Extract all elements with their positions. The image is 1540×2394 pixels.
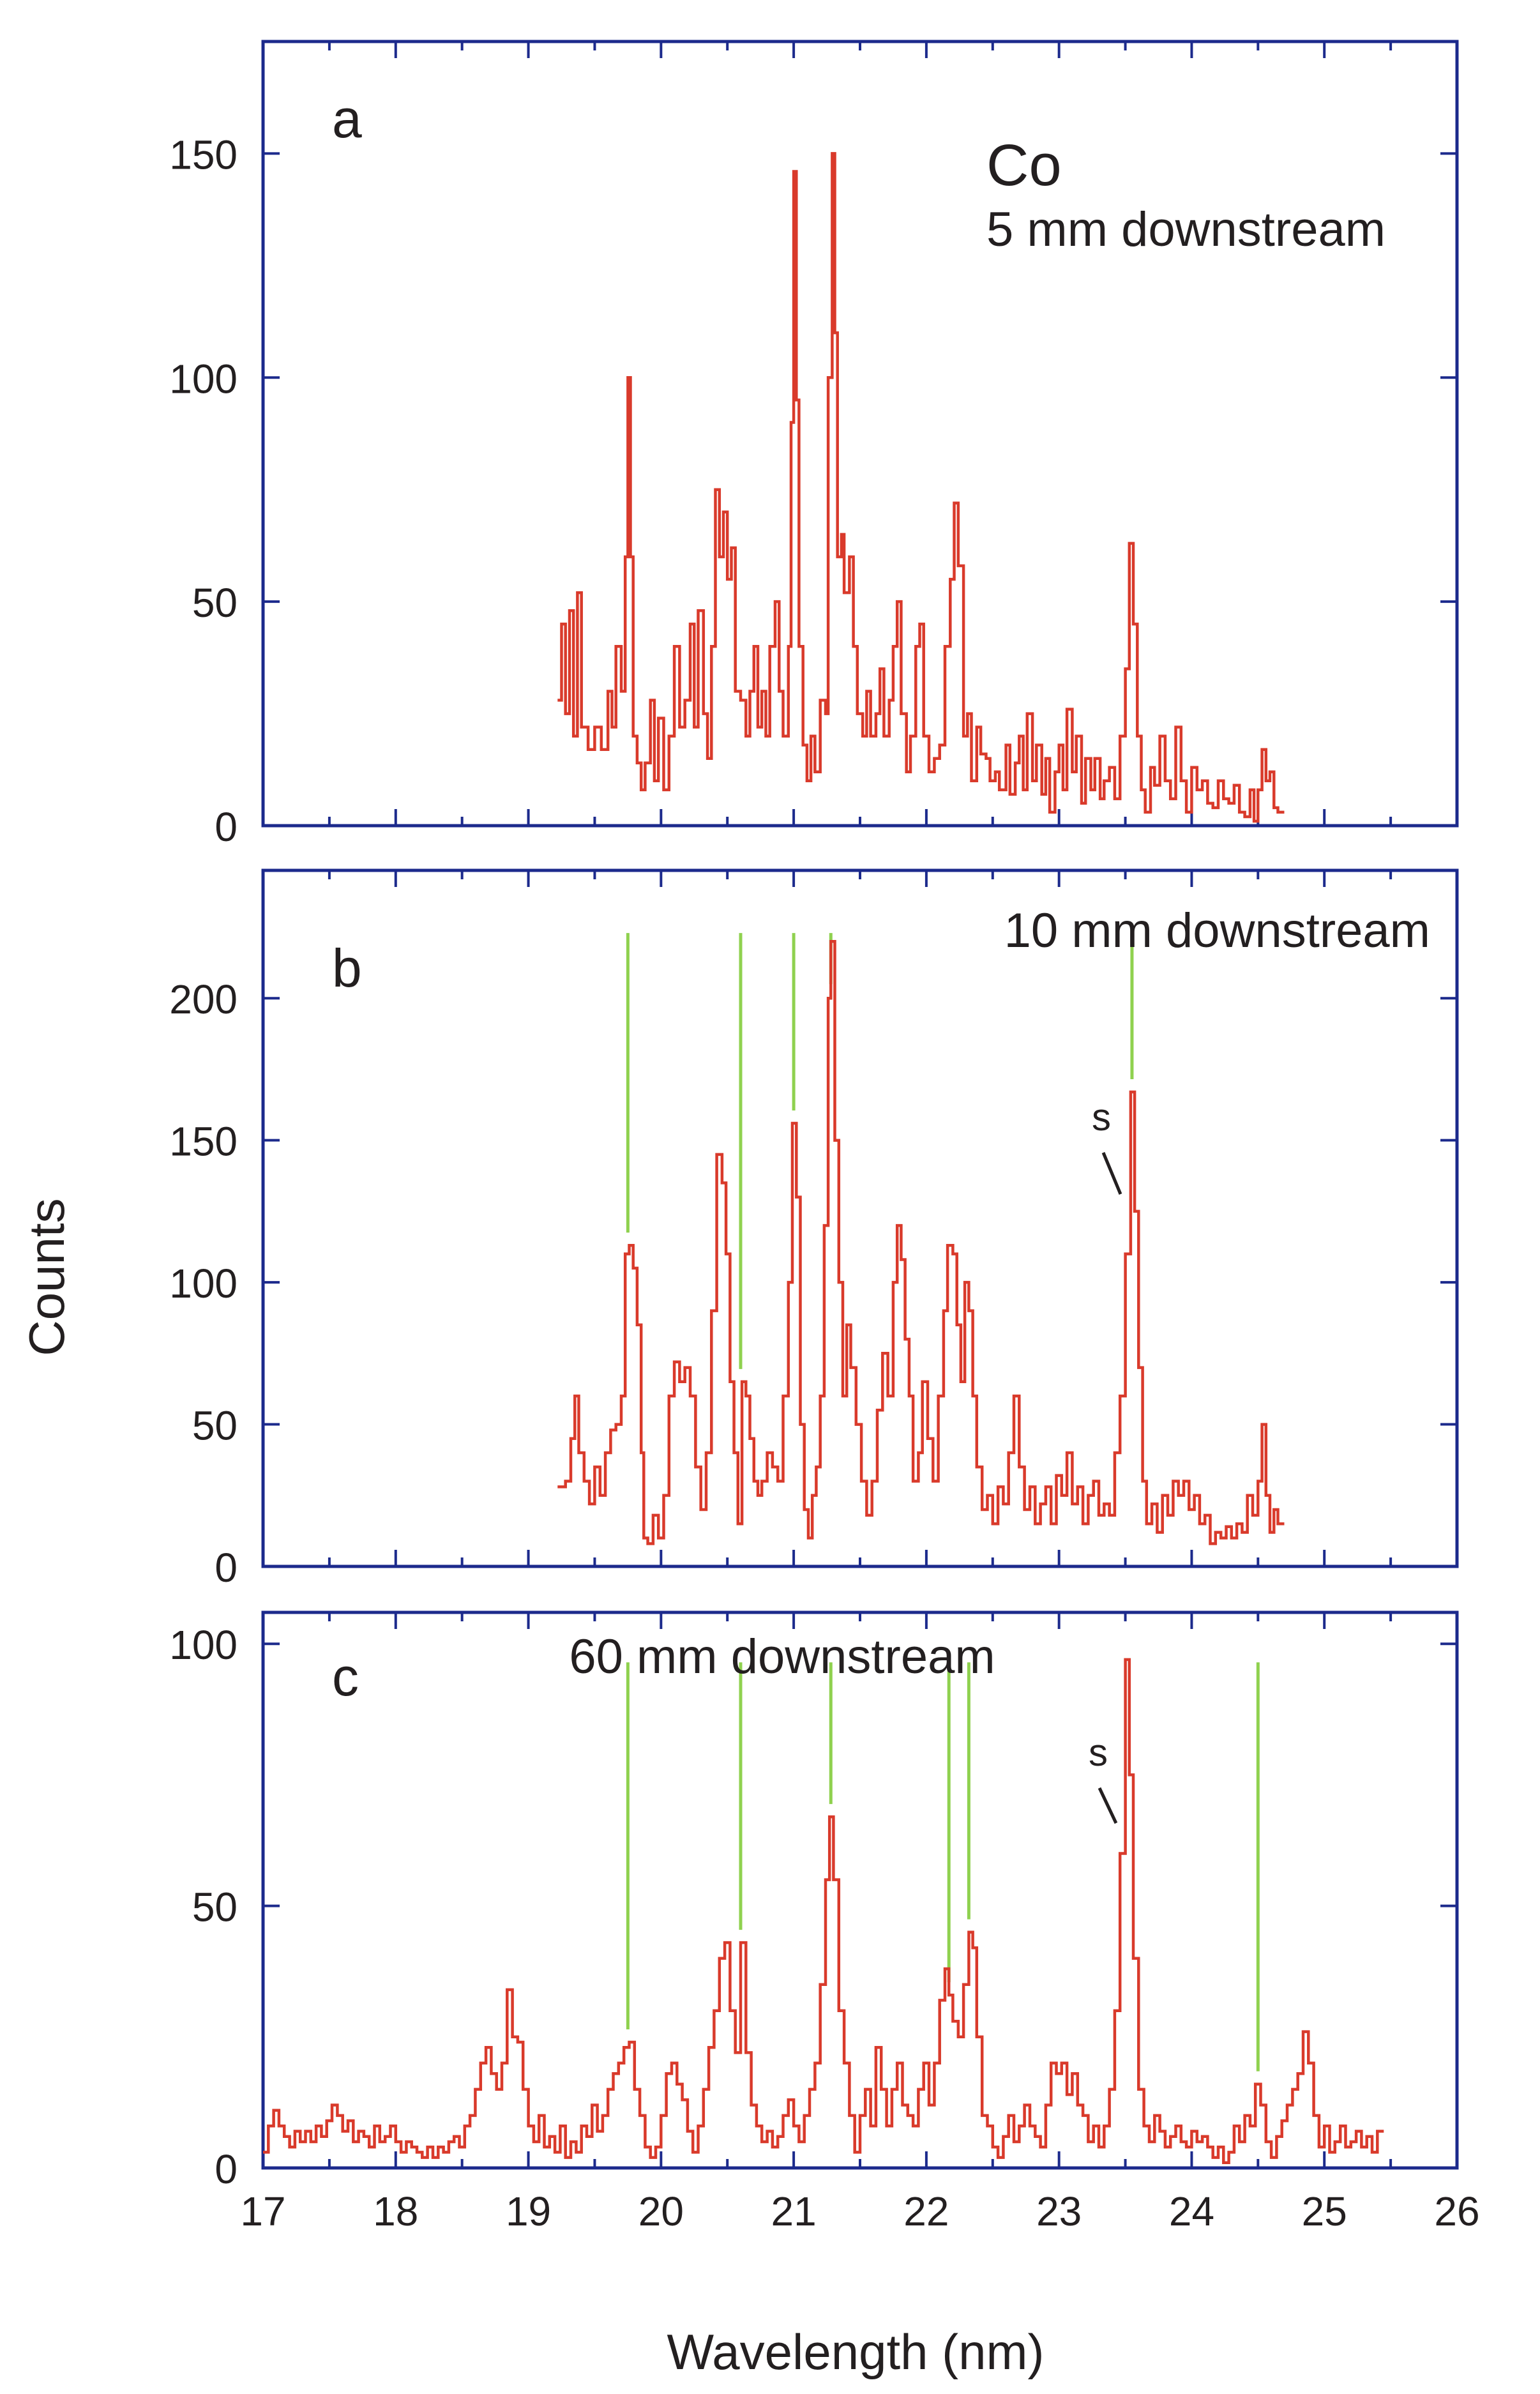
annotation-pointer xyxy=(1101,1152,1122,1195)
x-tick-label: 17 xyxy=(240,2188,285,2234)
panel-title: 60 mm downstream xyxy=(569,1630,995,1684)
panel-title: 10 mm downstream xyxy=(1004,904,1430,958)
panel-title: Co xyxy=(986,133,1062,198)
x-tick-label: 18 xyxy=(373,2188,418,2234)
panel-b: 0 50 100 150 200 b 10 mm downstream s xyxy=(169,868,1459,1591)
x-tick-label: 26 xyxy=(1434,2188,1479,2234)
panel-letter: c xyxy=(332,1647,359,1707)
panel-a: 0 50 100 150 a Co5 mm downstream xyxy=(169,40,1459,850)
y-tick-label: 200 xyxy=(169,976,238,1022)
y-tick-label: 100 xyxy=(169,1261,238,1307)
x-axis-label: Wavelength (nm) xyxy=(667,2324,1045,2380)
x-tick-label: 22 xyxy=(903,2188,949,2234)
y-tick-label: 100 xyxy=(169,356,238,402)
panel-c-frame xyxy=(261,1610,1459,2170)
y-tick-label: 0 xyxy=(215,804,238,850)
y-tick-label: 50 xyxy=(192,1884,238,1930)
y-tick-label: 0 xyxy=(215,2146,238,2192)
x-tick-label: 25 xyxy=(1302,2188,1347,2234)
annotation-label: s xyxy=(1089,1731,1108,1774)
spectrum-trace xyxy=(263,1658,1384,2165)
panel-subtitle: 5 mm downstream xyxy=(986,202,1385,257)
y-tick-label: 50 xyxy=(192,1403,238,1449)
y-tick-label: 50 xyxy=(192,580,238,626)
x-tick-label: 21 xyxy=(771,2188,817,2234)
y-tick-label: 100 xyxy=(169,1622,238,1668)
y-tick-label: 150 xyxy=(169,132,238,178)
spectrum-trace xyxy=(557,939,1285,1545)
annotation-label: s xyxy=(1092,1096,1111,1139)
panel-c: 0 50 100 c 60 mm downstream s 17 18 19 20 21 22 23 24… xyxy=(169,1610,1480,2234)
x-tick-label: 23 xyxy=(1036,2188,1082,2234)
panel-letter: a xyxy=(332,89,362,149)
panel-letter: b xyxy=(332,938,362,998)
x-tick-label: 19 xyxy=(506,2188,551,2234)
y-axis-label: Counts xyxy=(19,1198,75,1356)
panel-a-frame xyxy=(261,40,1459,828)
spectrum-trace xyxy=(557,152,1285,823)
annotation-pointer xyxy=(1098,1787,1118,1824)
x-tick-label: 24 xyxy=(1169,2188,1214,2234)
y-tick-label: 0 xyxy=(215,1545,238,1591)
y-tick-label: 150 xyxy=(169,1119,238,1165)
x-tick-label: 20 xyxy=(638,2188,684,2234)
